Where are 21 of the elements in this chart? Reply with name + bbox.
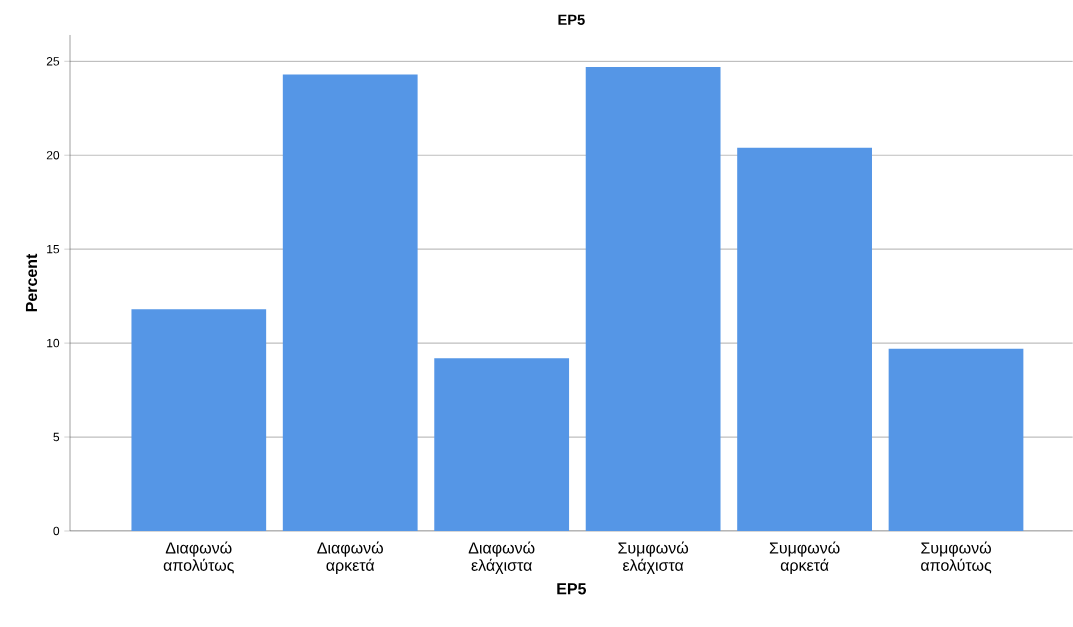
chart-title: EP5 <box>558 14 585 25</box>
x-tick-label: Συμφωνώ αρκετά <box>769 541 840 575</box>
y-tick-label: 0 <box>53 526 60 536</box>
x-tick-label: Συμφωνώ απολύτως <box>921 541 992 574</box>
y-tick-label: 20 <box>46 150 60 160</box>
y-axis-title: Percent <box>25 253 38 312</box>
y-tick-label: 25 <box>46 57 60 66</box>
x-tick-label: Συμφωνώ ελάχιστα <box>618 541 689 575</box>
bar <box>434 358 570 531</box>
bar <box>585 66 721 531</box>
x-tick-label: Διαφωνώ απολύτως <box>163 541 234 574</box>
x-tick-label: Διαφωνώ αρκετά <box>317 541 383 575</box>
bar <box>131 309 267 531</box>
x-axis-title: EP5 <box>557 583 587 595</box>
y-tick-label: 5 <box>53 432 60 442</box>
y-tick-label: 15 <box>47 244 60 254</box>
bar <box>282 74 418 531</box>
bar <box>737 147 872 531</box>
x-tick-label: Διαφωνώ ελάχιστα <box>468 541 535 575</box>
bar <box>888 348 1024 531</box>
y-tick-label: 10 <box>47 338 60 348</box>
